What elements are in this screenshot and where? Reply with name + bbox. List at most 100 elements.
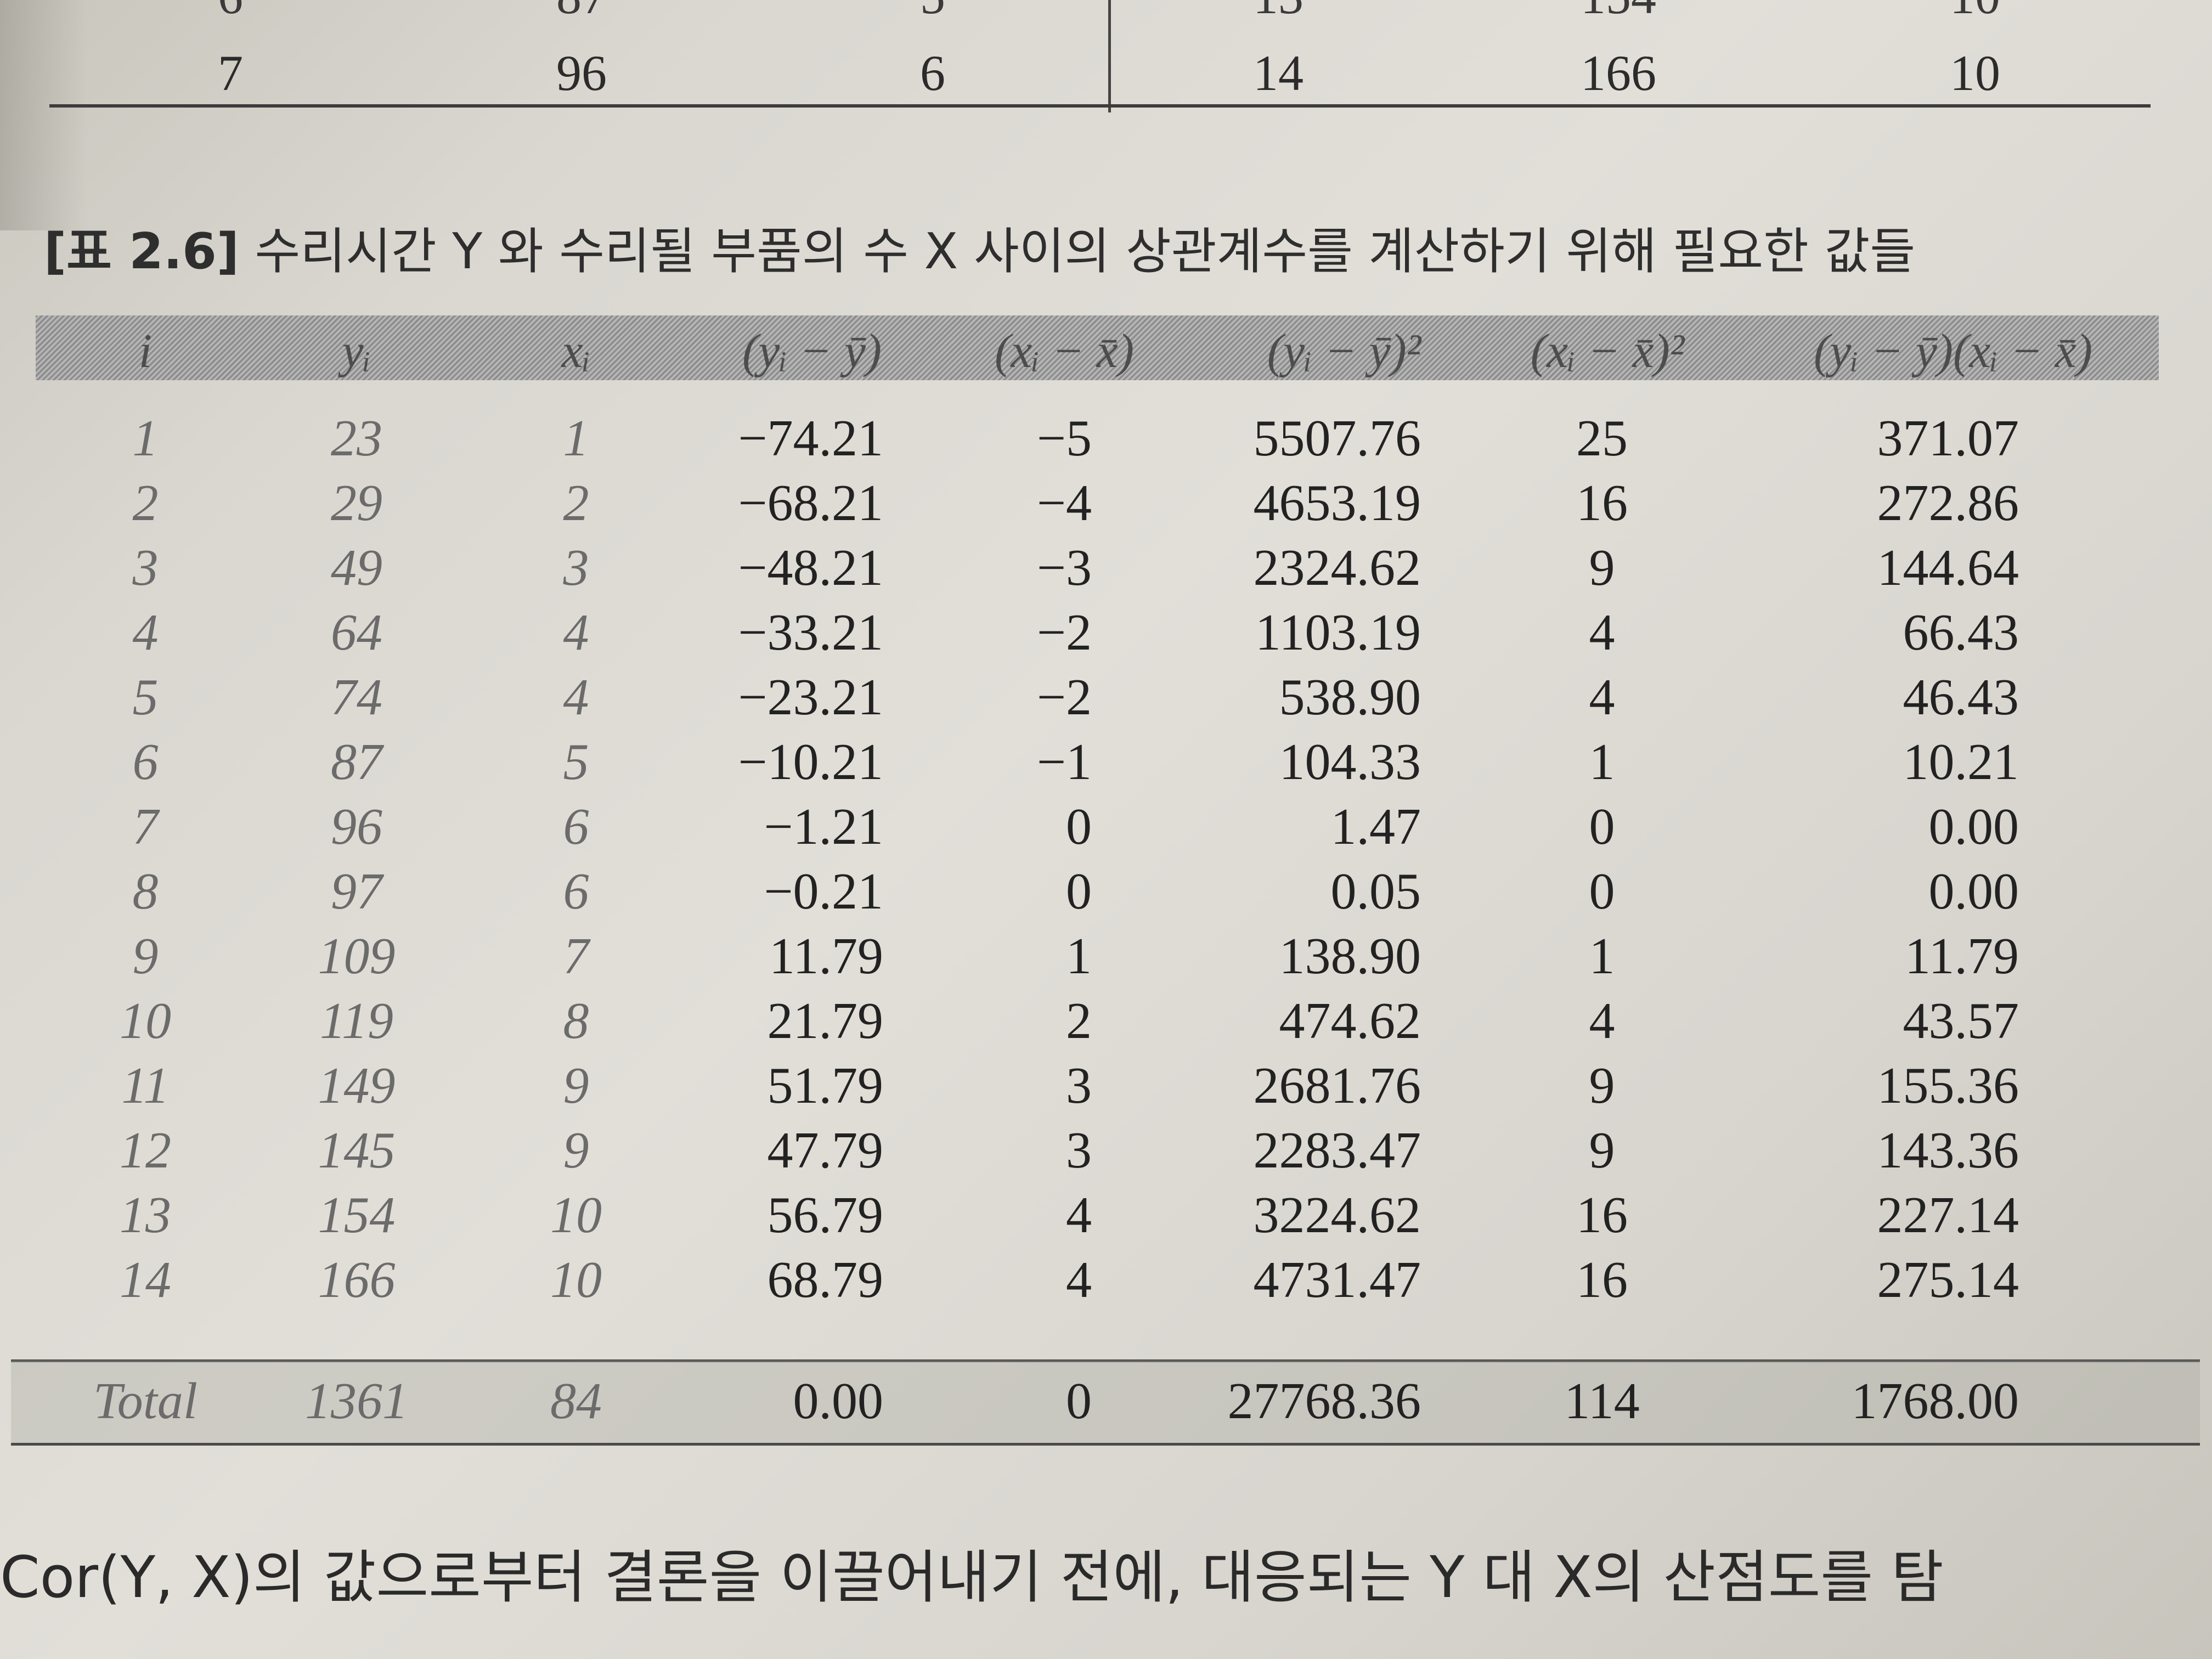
cell-x-deviation: −2 xyxy=(1036,669,1092,726)
cell-x: 10 xyxy=(550,1187,602,1244)
cell-y-deviation: 56.79 xyxy=(767,1187,884,1244)
cell-y-deviation-squared: 4731.47 xyxy=(1253,1251,1421,1308)
cell-x: 8 xyxy=(563,992,589,1049)
cell-y-deviation-squared: 138.90 xyxy=(1279,928,1421,985)
cell-y: 74 xyxy=(331,669,382,726)
cell-i: 9 xyxy=(132,928,159,985)
cell-y-deviation-squared: 1.47 xyxy=(1330,798,1421,855)
cell-y-deviation: 51.79 xyxy=(767,1057,884,1114)
cell-x-deviation: −2 xyxy=(1036,604,1092,661)
header-i: i xyxy=(138,325,153,378)
cell-y: 29 xyxy=(331,475,382,532)
cell-x-deviation: 3 xyxy=(1066,1057,1092,1114)
cell-x-deviation-squared: 9 xyxy=(1589,539,1615,596)
cell-y-deviation: 47.79 xyxy=(767,1122,884,1179)
page-edge-shadow xyxy=(0,0,88,230)
total-x: 84 xyxy=(550,1373,602,1430)
cell-y-deviation-squared: 538.90 xyxy=(1279,669,1421,726)
table-cell: 6 xyxy=(920,45,945,101)
cell-x-deviation-squared: 9 xyxy=(1589,1057,1615,1114)
total-row-band xyxy=(11,1361,2200,1443)
cell-x-deviation-squared: 0 xyxy=(1589,863,1615,920)
cell-x: 9 xyxy=(563,1057,589,1114)
table-cell: 6 xyxy=(148,0,313,25)
cell-y-deviation: −33.21 xyxy=(738,604,883,661)
cell-y-deviation: 11.79 xyxy=(769,928,883,985)
cell-y-deviation: −0.21 xyxy=(764,863,883,920)
body-paragraph: Cor(Y, X)의 값으로부터 결론을 이끌어내기 전에, 대응되는 Y 대 … xyxy=(0,1544,1944,1611)
cell-i: 3 xyxy=(132,539,159,596)
total-y-deviation: 0.00 xyxy=(793,1373,884,1430)
cell-y-deviation-squared: 1103.19 xyxy=(1255,604,1421,661)
cell-y-deviation-squared: 2283.47 xyxy=(1253,1122,1421,1179)
cell-y-deviation-squared: 3224.62 xyxy=(1253,1187,1421,1244)
cell-y: 64 xyxy=(331,604,382,661)
cell-x: 7 xyxy=(563,928,589,985)
table-row: 2 29 2 −68.21 −4 4653.19 16 272.86 xyxy=(0,473,2212,538)
table-bottom-rule xyxy=(49,104,2151,108)
cell-i: 6 xyxy=(132,733,159,791)
table-cell: 10 xyxy=(1950,45,2000,101)
cell-x-deviation: 1 xyxy=(1066,928,1092,985)
table-caption: [표 2.6] 수리시간 Y 와 수리될 부품의 수 X 사이의 상관계수를 계… xyxy=(44,211,2183,288)
cell-cross-product: 46.43 xyxy=(1903,669,2019,726)
header-x: xᵢ xyxy=(561,325,591,378)
cell-i: 4 xyxy=(132,604,159,661)
cell-cross-product: 66.43 xyxy=(1903,604,2019,661)
cell-y: 96 xyxy=(331,798,382,855)
cell-y: 166 xyxy=(318,1251,396,1308)
cell-y: 119 xyxy=(319,992,394,1049)
table-cell: 14 xyxy=(1253,45,1304,101)
cell-y-deviation: −23.21 xyxy=(738,669,883,726)
total-y: 1361 xyxy=(305,1373,408,1430)
cell-cross-product: 10.21 xyxy=(1903,733,2019,791)
table-row: 13 154 10 56.79 4 3224.62 16 227.14 xyxy=(0,1186,2212,1250)
header-y-deviation-squared: (yᵢ − ȳ)² xyxy=(1267,325,1421,378)
cell-y-deviation-squared: 5507.76 xyxy=(1253,410,1421,467)
header-y: yᵢ xyxy=(342,325,371,378)
table-header-band xyxy=(36,315,2159,380)
cell-cross-product: 272.86 xyxy=(1877,475,2019,532)
cell-y-deviation: −68.21 xyxy=(738,475,883,532)
cell-y-deviation-squared: 4653.19 xyxy=(1253,475,1421,532)
total-bottom-rule xyxy=(11,1443,2200,1446)
total-label: Total xyxy=(93,1373,198,1430)
cell-x-deviation-squared: 16 xyxy=(1576,1187,1628,1244)
cell-x-deviation-squared: 4 xyxy=(1589,669,1615,726)
cell-x: 6 xyxy=(563,798,589,855)
cell-y: 23 xyxy=(331,410,382,467)
cell-x: 2 xyxy=(563,475,589,532)
cell-i: 10 xyxy=(120,992,171,1049)
cell-y-deviation-squared: 2681.76 xyxy=(1253,1057,1421,1114)
total-x-deviation-squared: 114 xyxy=(1564,1373,1640,1430)
cell-y: 87 xyxy=(331,733,382,791)
cell-y: 97 xyxy=(331,863,382,920)
cell-i: 13 xyxy=(120,1187,171,1244)
header-y-deviation: (yᵢ − ȳ) xyxy=(742,325,882,378)
cell-x-deviation: −4 xyxy=(1036,475,1092,532)
cell-i: 1 xyxy=(132,410,159,467)
cell-y-deviation-squared: 0.05 xyxy=(1330,863,1421,920)
cell-y: 145 xyxy=(318,1122,396,1179)
cell-cross-product: 371.07 xyxy=(1877,410,2019,467)
cell-x-deviation-squared: 9 xyxy=(1589,1122,1615,1179)
table-cell: 7 xyxy=(218,45,243,101)
cell-x-deviation: 0 xyxy=(1066,798,1092,855)
cell-x-deviation: 4 xyxy=(1066,1251,1092,1308)
table-cell: 5 xyxy=(850,0,1015,25)
cell-x-deviation-squared: 1 xyxy=(1589,733,1615,791)
cell-cross-product: 144.64 xyxy=(1877,539,2019,596)
cell-x-deviation: −3 xyxy=(1036,539,1092,596)
cell-y-deviation-squared: 104.33 xyxy=(1279,733,1421,791)
table-number: [표 2.6] xyxy=(44,223,239,280)
cell-i: 7 xyxy=(132,798,159,855)
table-row: 1 23 1 −74.21 −5 5507.76 25 371.07 xyxy=(0,409,2212,473)
table-row: 14 166 10 68.79 4 4731.47 16 275.14 xyxy=(0,1250,2212,1315)
total-y-deviation-squared: 27768.36 xyxy=(1227,1373,1421,1430)
header-x-deviation-squared: (xᵢ − x̄)² xyxy=(1530,325,1685,378)
total-top-rule xyxy=(11,1359,2200,1362)
cell-x-deviation-squared: 25 xyxy=(1576,410,1628,467)
cell-x-deviation: −5 xyxy=(1036,410,1092,467)
table-row: 10 119 8 21.79 2 474.62 4 43.57 xyxy=(0,991,2212,1056)
table-row: 11 149 9 51.79 3 2681.76 9 155.36 xyxy=(0,1056,2212,1121)
